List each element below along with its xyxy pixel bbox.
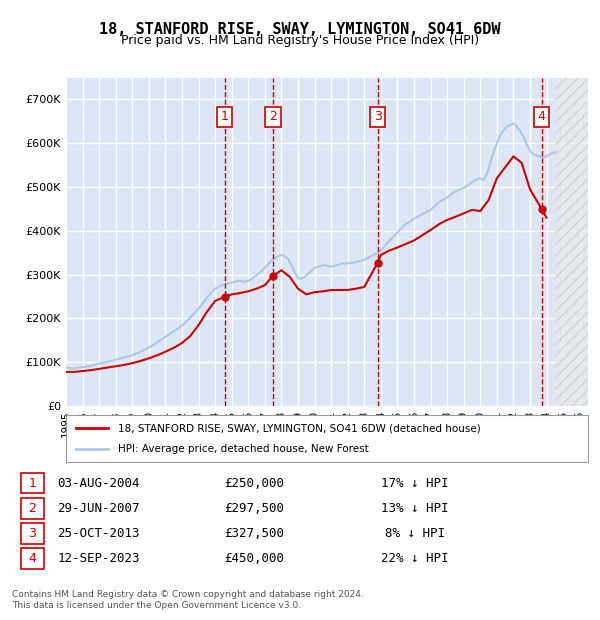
Text: Contains HM Land Registry data © Crown copyright and database right 2024.
This d: Contains HM Land Registry data © Crown c… [12, 590, 364, 609]
Text: HPI: Average price, detached house, New Forest: HPI: Average price, detached house, New … [118, 444, 369, 454]
Text: 1: 1 [221, 110, 229, 123]
Text: 4: 4 [28, 552, 36, 565]
Text: Price paid vs. HM Land Registry's House Price Index (HPI): Price paid vs. HM Land Registry's House … [121, 34, 479, 47]
Text: £450,000: £450,000 [224, 552, 284, 565]
FancyBboxPatch shape [20, 498, 44, 518]
Text: 12-SEP-2023: 12-SEP-2023 [57, 552, 140, 565]
Text: 22% ↓ HPI: 22% ↓ HPI [382, 552, 449, 565]
Text: 29-JUN-2007: 29-JUN-2007 [57, 502, 140, 515]
Bar [555, 78, 588, 406]
Text: 3: 3 [28, 527, 36, 540]
Text: 3: 3 [374, 110, 382, 123]
Text: £250,000: £250,000 [224, 477, 284, 490]
Text: 13% ↓ HPI: 13% ↓ HPI [382, 502, 449, 515]
Text: 18, STANFORD RISE, SWAY, LYMINGTON, SO41 6DW: 18, STANFORD RISE, SWAY, LYMINGTON, SO41… [99, 22, 501, 37]
Text: 2: 2 [28, 502, 36, 515]
Text: 1: 1 [28, 477, 36, 490]
Text: £327,500: £327,500 [224, 527, 284, 540]
Text: £297,500: £297,500 [224, 502, 284, 515]
Text: 8% ↓ HPI: 8% ↓ HPI [385, 527, 445, 540]
FancyBboxPatch shape [20, 548, 44, 569]
FancyBboxPatch shape [20, 523, 44, 544]
Text: 2: 2 [269, 110, 277, 123]
Text: 4: 4 [538, 110, 545, 123]
Text: 03-AUG-2004: 03-AUG-2004 [57, 477, 140, 490]
Text: 17% ↓ HPI: 17% ↓ HPI [382, 477, 449, 490]
Text: 25-OCT-2013: 25-OCT-2013 [57, 527, 140, 540]
Text: 18, STANFORD RISE, SWAY, LYMINGTON, SO41 6DW (detached house): 18, STANFORD RISE, SWAY, LYMINGTON, SO41… [118, 423, 481, 433]
FancyBboxPatch shape [20, 472, 44, 494]
